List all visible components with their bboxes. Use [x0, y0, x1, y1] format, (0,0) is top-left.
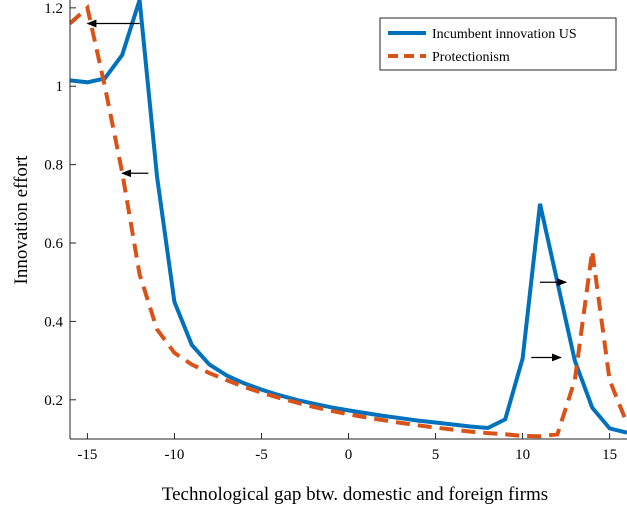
legend: Incumbent innovation US Protectionism	[379, 17, 617, 71]
x-tick-label: 10	[515, 447, 530, 463]
series-line-1	[70, 4, 627, 439]
x-tick-label: 5	[432, 447, 440, 463]
x-tick-label: -15	[77, 447, 97, 463]
legend-label-1: Protectionism	[432, 50, 510, 65]
axes-layer: -15 -10 -5 0 5 10 15 0.2 0.4 0.6 0.8 1 1.2	[44, 0, 627, 463]
y-tick-label: 1.2	[44, 1, 63, 17]
series-layer	[70, 0, 627, 439]
x-tick-label: 0	[345, 447, 353, 463]
y-tick-label: 0.2	[44, 393, 63, 409]
x-tick-label: -5	[255, 447, 268, 463]
x-tick-label: 15	[602, 447, 617, 463]
y-tick-label: 0.6	[44, 236, 63, 252]
legend-box	[379, 17, 617, 71]
annotation-layer	[86, 19, 568, 362]
y-tick-label: 1	[56, 79, 64, 95]
legend-label-0: Incumbent innovation US	[432, 27, 577, 42]
series-line-0	[70, 0, 627, 435]
y-tick-label: 0.4	[44, 314, 63, 330]
y-tick-label: 0.8	[44, 158, 63, 174]
y-axis-title: Innovation effort	[11, 155, 32, 285]
x-tick-label: -10	[164, 447, 184, 463]
x-axis-title: Technological gap btw. domestic and fore…	[162, 484, 548, 505]
